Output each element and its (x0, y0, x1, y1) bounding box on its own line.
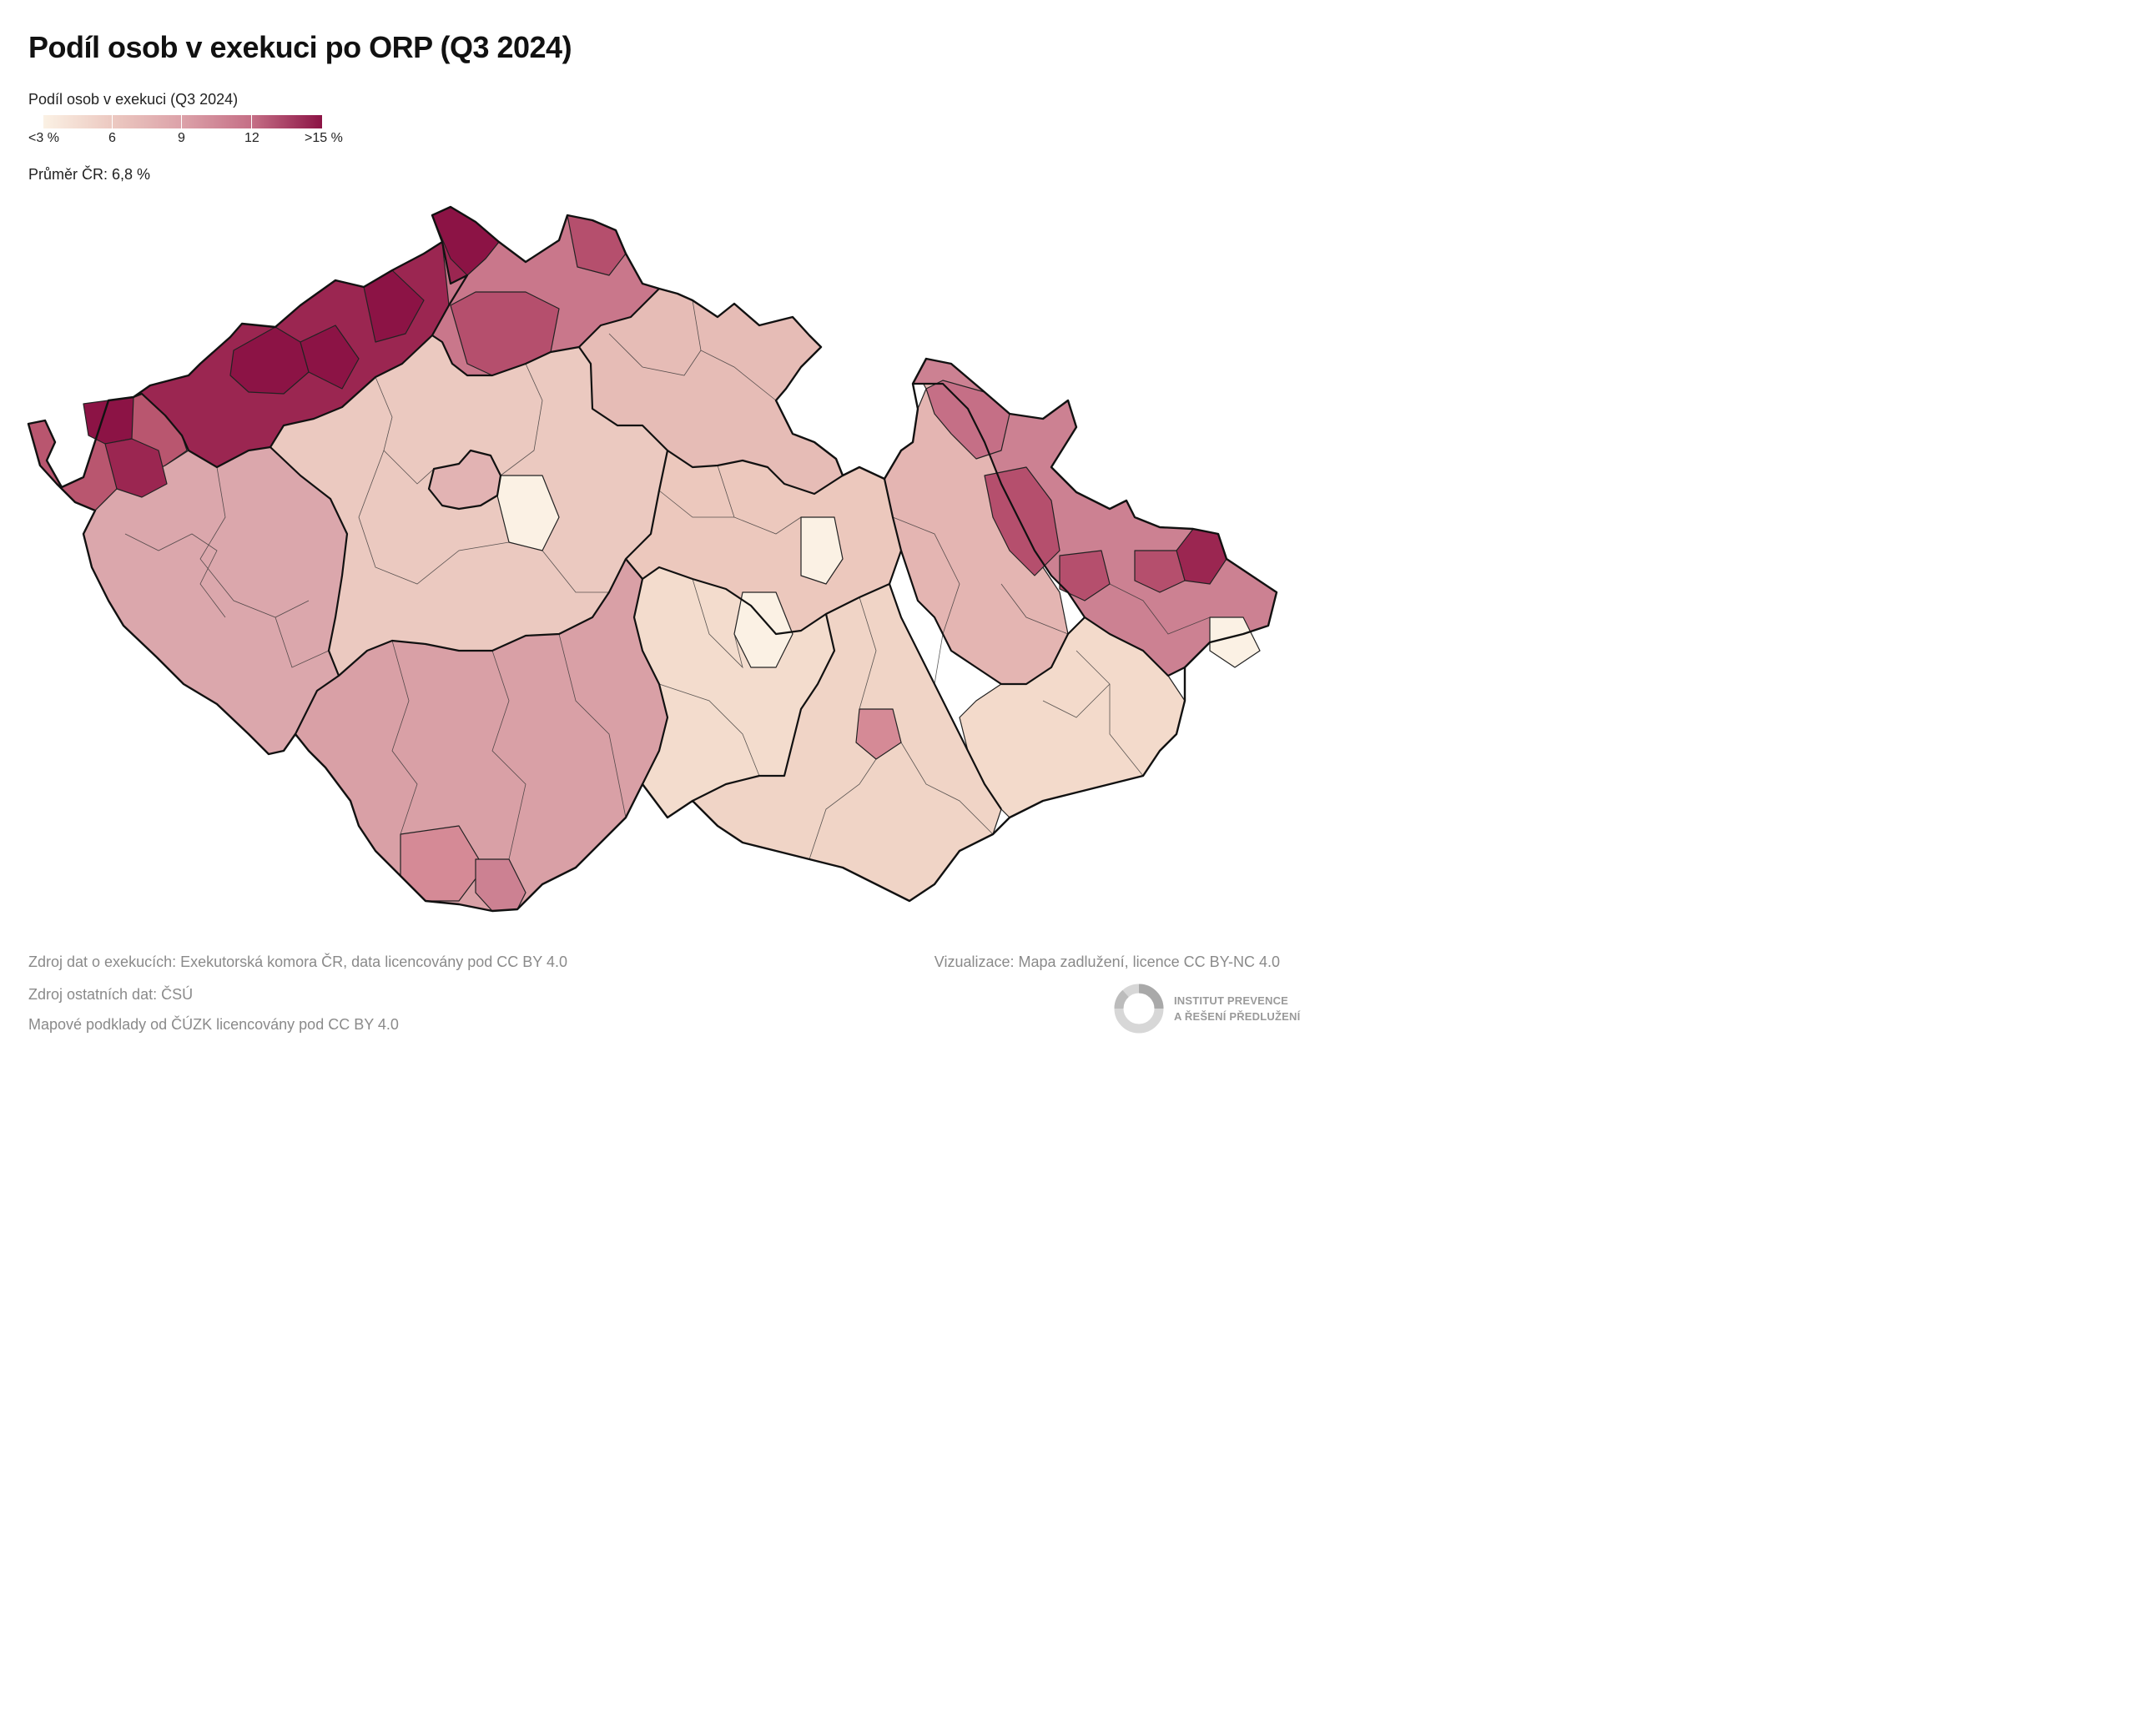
district-border-20 (1076, 650, 1144, 777)
kraj-border-4 (270, 446, 349, 735)
legend-title: Podíl osob v exekuci (Q3 2024) (28, 91, 239, 108)
district-border-13 (658, 490, 734, 518)
district-mid-6 (925, 380, 1010, 460)
legend-tick-4: >15 % (305, 131, 343, 145)
kraj-border-7 (667, 450, 844, 496)
kraj-border-9 (632, 578, 669, 785)
legend-segment-1 (113, 115, 181, 128)
legend-color-bar (43, 115, 322, 128)
kraj-border-5 (338, 288, 669, 677)
kraj-border-6 (427, 449, 502, 511)
district-border-17 (859, 596, 877, 710)
district-light-4 (1209, 616, 1261, 668)
average-label: Průměr ČR: 6,8 % (28, 166, 151, 183)
country-border (27, 205, 1278, 913)
district-border-7 (391, 640, 418, 835)
district-border-11 (692, 578, 743, 669)
district-border-4 (542, 550, 609, 593)
district-dark-4 (300, 325, 360, 390)
visualization-credit: Vizualizace: Mapa zadlužení, licence CC … (934, 954, 1280, 970)
district-light-3 (800, 516, 844, 585)
source-line-1: Zdroj dat o exekucích: Exekutorská komor… (28, 954, 567, 970)
kraj-border-11 (888, 583, 1002, 810)
kraj-border-8 (625, 478, 903, 636)
kraj-border-10 (692, 613, 836, 802)
district-border-21 (1042, 683, 1111, 718)
district-border-10 (658, 683, 760, 777)
district-mid-3 (984, 466, 1060, 576)
district-border-12 (717, 465, 802, 535)
legend-tick-0: <3 % (28, 131, 59, 145)
district-mid-4 (1134, 550, 1186, 593)
district-border-8 (491, 650, 526, 860)
institute-logo-icon (1114, 984, 1164, 1034)
legend-segment-0 (43, 115, 112, 128)
source-line-2: Zdroj ostatních dat: ČSÚ (28, 986, 194, 1003)
district-border-18 (900, 742, 994, 835)
district-pink-1 (855, 708, 902, 760)
legend-tick-3: 12 (244, 131, 259, 145)
district-border-22 (1109, 583, 1211, 635)
district-border-5 (199, 466, 310, 618)
legend-segment-3 (252, 115, 322, 128)
legend-segment-2 (182, 115, 251, 128)
district-dark-1 (83, 396, 134, 445)
logo-line-2: A ŘEŠENÍ PŘEDLUŽENÍ (1174, 1010, 1301, 1023)
kraj-border-1 (188, 334, 580, 469)
legend-tick-2: 9 (178, 131, 185, 145)
district-border-3 (358, 450, 510, 585)
district-border-14 (692, 299, 777, 401)
district-dark-2 (104, 438, 168, 498)
institute-logo-text: INSTITUT PREVENCE A ŘEŠENÍ PŘEDLUŽENÍ (1174, 993, 1300, 1024)
district-border-15 (608, 333, 702, 376)
district-border-9 (558, 633, 627, 818)
choropleth-map (27, 205, 1278, 913)
logo-line-1: INSTITUT PREVENCE (1174, 994, 1289, 1007)
kraj-border-13 (899, 550, 1086, 686)
district-border-6 (275, 616, 330, 668)
district-dark-3 (229, 326, 310, 395)
district-border-24 (1000, 583, 1069, 635)
district-border-19 (809, 758, 877, 860)
kraj-border-2 (133, 392, 190, 451)
district-border-23 (124, 533, 226, 618)
kraj-border-3 (431, 241, 469, 336)
kraj-border-12 (913, 382, 1186, 677)
district-border-16 (892, 516, 960, 685)
district-border-2 (500, 363, 543, 476)
legend-tick-1: 6 (108, 131, 116, 145)
source-line-3: Mapové podklady od ČÚZK licencovány pod … (28, 1016, 399, 1033)
page-title: Podíl osob v exekuci po ORP (Q3 2024) (28, 30, 572, 64)
